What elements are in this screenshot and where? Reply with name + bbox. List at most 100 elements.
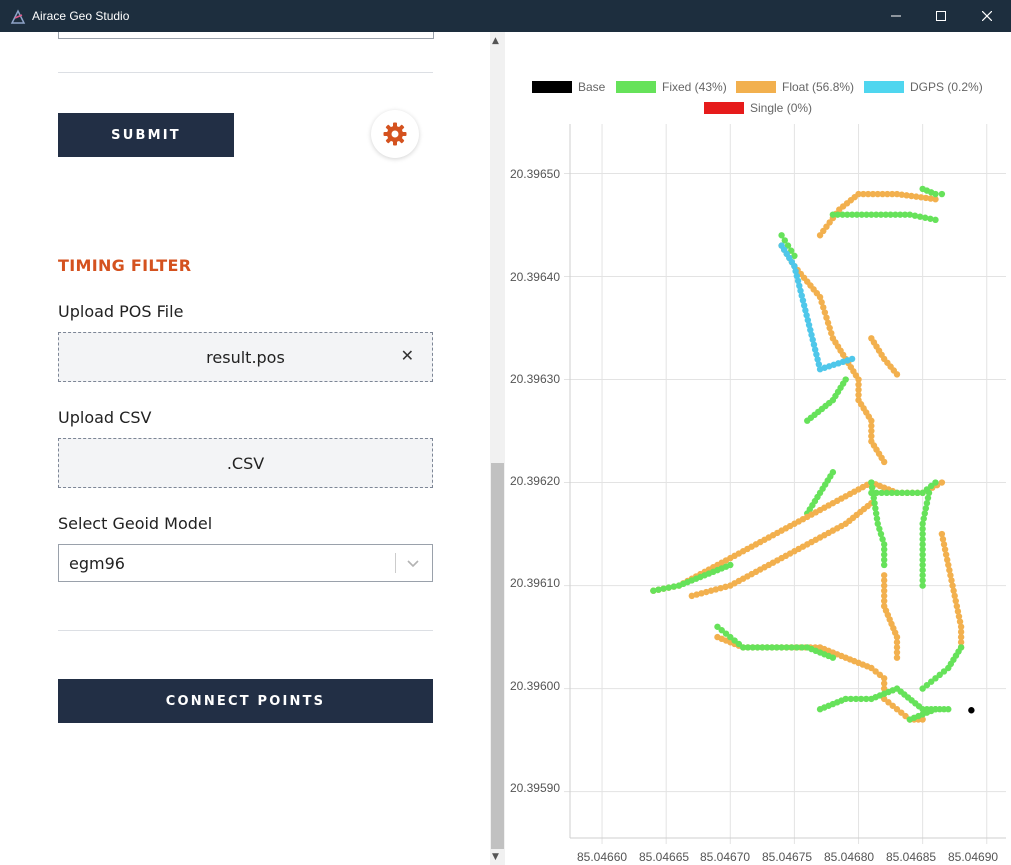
minimize-icon <box>891 15 901 17</box>
data-point-fixed <box>749 644 756 651</box>
clear-file-icon[interactable]: ✕ <box>400 346 414 365</box>
data-point-fixed <box>923 499 931 507</box>
data-point-float <box>880 597 888 605</box>
data-point-float <box>868 427 875 435</box>
scrollbar-thumb[interactable] <box>491 463 504 849</box>
legend-item-single[interactable]: Single (0%) <box>704 101 812 115</box>
data-point-fixed <box>847 695 855 703</box>
csv-file-name: .CSV <box>226 453 265 473</box>
data-point-float <box>893 654 901 661</box>
data-point-fixed <box>919 561 926 569</box>
data-point-fixed <box>924 494 932 502</box>
data-point-float <box>884 190 891 198</box>
data-point-fixed <box>877 530 885 538</box>
data-point-dgps <box>815 361 823 368</box>
data-point-float <box>956 618 964 625</box>
data-point-float <box>880 680 888 687</box>
submit-button[interactable]: SUBMIT <box>58 113 234 157</box>
pos-file-name: result.pos <box>206 347 285 367</box>
data-point-float <box>938 479 946 486</box>
data-point-float <box>868 664 875 672</box>
data-point-fixed <box>879 536 886 543</box>
previous-input-field[interactable] <box>58 32 434 39</box>
legend-item-base[interactable]: Base <box>532 80 605 94</box>
data-point-fixed <box>882 211 889 218</box>
connect-points-button[interactable]: CONNECT POINTS <box>58 679 433 723</box>
data-point-float <box>688 592 696 600</box>
data-point-float <box>880 695 888 703</box>
chevron-down-icon[interactable] <box>404 554 422 572</box>
data-point-fixed <box>919 546 926 553</box>
x-tick-label: 85.04685 <box>886 850 937 864</box>
data-point-float <box>947 572 954 579</box>
data-point-fixed <box>727 561 734 569</box>
data-point-fixed <box>868 211 875 218</box>
data-point-fixed <box>863 695 870 703</box>
data-point-float <box>957 633 965 641</box>
data-point-float <box>954 608 962 615</box>
settings-button[interactable] <box>371 110 419 158</box>
data-point-float <box>868 432 875 440</box>
data-point-fixed <box>919 685 926 692</box>
scroll-down-arrow-icon[interactable]: ▼ <box>492 852 499 862</box>
csv-dropzone[interactable]: .CSV <box>58 438 433 488</box>
data-point-fixed <box>863 211 870 218</box>
data-point-float <box>953 602 961 610</box>
data-point-fixed <box>655 586 662 593</box>
legend-item-float[interactable]: Float (56.8%) <box>736 80 854 94</box>
data-point-dgps <box>808 331 815 339</box>
data-point-dgps <box>798 292 805 299</box>
scroll-up-arrow-icon[interactable]: ▲ <box>492 36 499 46</box>
data-point-float <box>902 712 909 720</box>
data-point-float <box>879 190 886 198</box>
data-point-fixed <box>893 489 901 497</box>
data-point-fixed <box>829 654 837 661</box>
data-point-fixed <box>919 572 926 579</box>
data-point-fixed <box>842 376 849 383</box>
data-point-float <box>823 314 830 321</box>
close-window-button[interactable] <box>964 0 1010 32</box>
data-point-float <box>939 536 947 543</box>
data-point-float <box>942 551 950 558</box>
legend-label: Fixed (43%) <box>662 80 727 94</box>
data-point-fixed <box>876 525 883 533</box>
data-point-float <box>826 324 833 332</box>
minimize-button[interactable] <box>873 0 919 32</box>
data-point-fixed <box>919 582 926 589</box>
legend-swatch <box>864 81 904 93</box>
maximize-button[interactable] <box>918 0 964 32</box>
data-point-dgps <box>813 351 820 358</box>
data-point-float <box>919 716 926 723</box>
data-point-fixed <box>870 494 877 502</box>
data-point-float <box>880 675 888 682</box>
data-point-fixed <box>919 551 926 558</box>
data-point-fixed <box>783 644 790 651</box>
data-point-fixed <box>731 637 738 644</box>
data-point-float <box>913 193 920 200</box>
plot-grid <box>564 124 1006 844</box>
data-point-fixed <box>844 211 851 218</box>
legend-item-fixed[interactable]: Fixed (43%) <box>616 80 727 94</box>
pos-file-dropzone[interactable]: result.pos ✕ <box>58 332 433 382</box>
data-point-fixed <box>839 211 846 218</box>
data-point-fixed <box>880 556 888 564</box>
geoid-selected-value: egm96 <box>69 554 125 573</box>
geoid-select[interactable]: egm96 <box>58 544 433 582</box>
data-point-float <box>917 194 925 201</box>
data-point-fixed <box>923 681 931 689</box>
data-point-float <box>872 668 879 675</box>
data-point-float <box>855 381 862 388</box>
legend-item-dgps[interactable]: DGPS (0.2%) <box>864 80 983 94</box>
data-point-fixed <box>773 644 780 651</box>
data-point-float <box>874 190 881 198</box>
y-tick-label: 20.39640 <box>509 270 560 284</box>
data-point-fixed <box>829 469 837 476</box>
data-point-float <box>888 190 896 198</box>
data-point-float <box>952 597 959 605</box>
data-point-fixed <box>852 695 860 703</box>
data-point-fixed <box>727 633 734 641</box>
data-point-dgps <box>796 282 803 290</box>
data-point-dgps <box>811 346 819 353</box>
x-tick-label: 85.04670 <box>700 850 751 864</box>
